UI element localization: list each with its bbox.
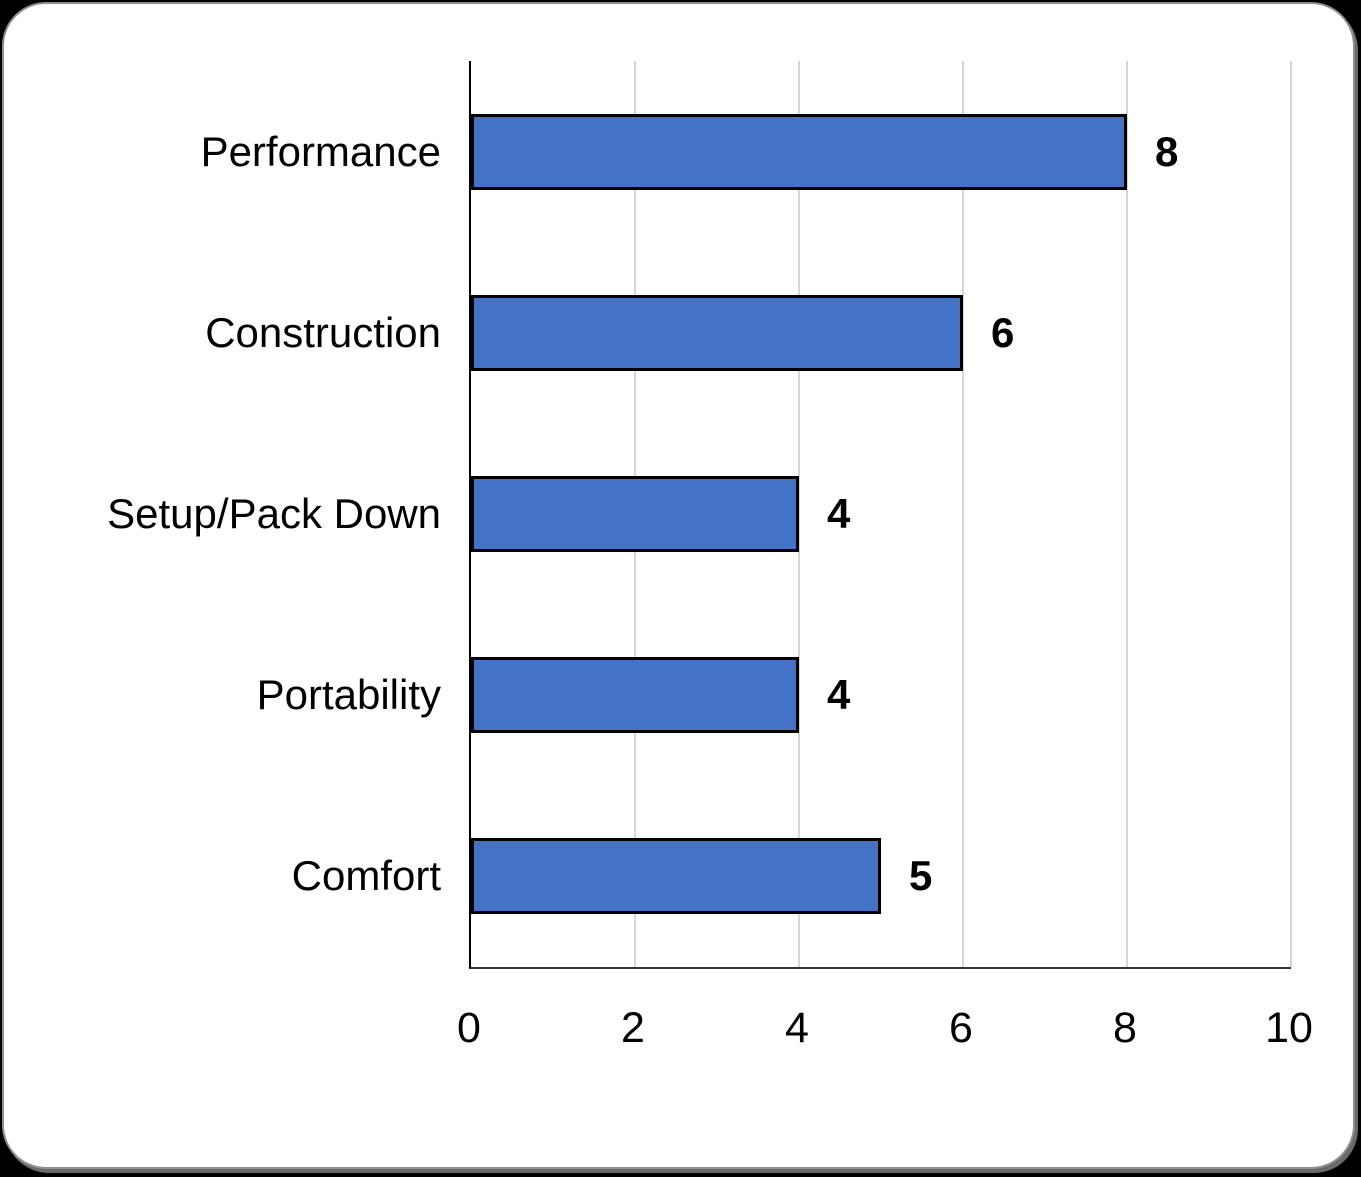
bar	[471, 113, 1127, 190]
bar-value-label: 5	[909, 852, 933, 900]
gridline	[1126, 61, 1128, 967]
x-tick-label: 4	[785, 1004, 809, 1052]
gridline	[1290, 61, 1292, 967]
category-label: Portability	[256, 671, 441, 719]
category-label: Setup/Pack Down	[107, 490, 441, 537]
x-tick-label: 10	[1265, 1004, 1313, 1052]
category-label: Performance	[200, 127, 441, 175]
x-tick-label: 8	[1113, 1004, 1137, 1052]
bar-value-label: 4	[827, 671, 851, 719]
bar	[471, 657, 799, 734]
category-label: Construction	[205, 308, 441, 356]
category-label: Comfort	[291, 852, 441, 900]
gridline	[962, 61, 964, 967]
x-tick-label: 0	[457, 1004, 481, 1052]
plot-area: 8 6 4 4 5	[469, 61, 1292, 969]
bar-value-label: 4	[827, 490, 851, 537]
bar	[471, 294, 963, 371]
bar	[471, 476, 799, 552]
x-tick-label: 2	[621, 1004, 645, 1052]
bar-value-label: 8	[1155, 127, 1179, 175]
bar	[471, 838, 881, 915]
bar-value-label: 6	[991, 308, 1015, 356]
x-tick-label: 6	[949, 1004, 973, 1052]
gridline	[798, 61, 800, 967]
